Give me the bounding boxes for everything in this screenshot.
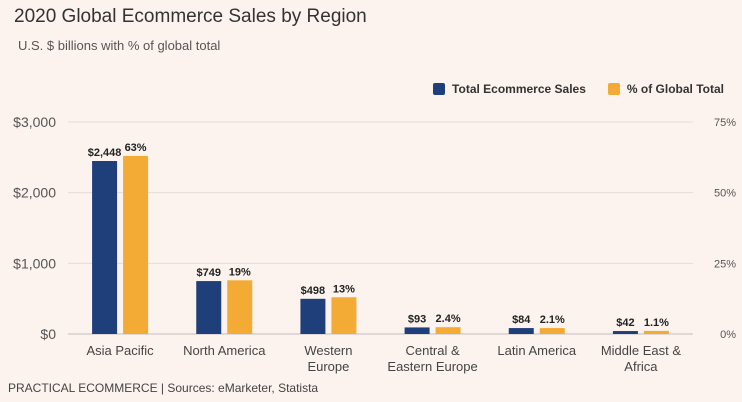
data-label-sales: $93	[408, 313, 426, 325]
x-tick-label: Latin America	[497, 343, 577, 358]
source-note: PRACTICAL ECOMMERCE | Sources: eMarketer…	[8, 381, 319, 395]
data-label-sales: $749	[197, 267, 221, 279]
x-tick-label: Africa	[624, 359, 658, 374]
bar-sales	[196, 281, 222, 334]
y-right-tick-label: 25%	[714, 258, 736, 270]
bar-share	[539, 328, 565, 334]
bar-sales	[92, 161, 118, 334]
data-label-sales: $498	[301, 285, 325, 297]
y-left-tick-label: $3,000	[13, 114, 56, 130]
data-label-sales: $42	[616, 317, 634, 329]
y-left-tick-label: $0	[40, 326, 56, 342]
x-tick-label: Central &	[405, 343, 460, 358]
x-tick-label: Eastern Europe	[387, 359, 477, 374]
bar-share	[331, 297, 357, 334]
x-tick-label: Europe	[307, 359, 349, 374]
data-label-share: 1.1%	[644, 317, 669, 329]
legend-item-sales: Total Ecommerce Sales	[433, 82, 586, 96]
y-right-tick-label: 50%	[714, 188, 736, 200]
y-left-tick-label: $1,000	[13, 255, 56, 271]
bar-sales	[300, 298, 326, 334]
x-tick-label: Western	[304, 343, 352, 358]
bar-share	[435, 327, 461, 334]
bar-share	[227, 280, 253, 334]
bar-sales	[508, 328, 534, 334]
bar-sales	[404, 327, 430, 334]
legend-label-sales: Total Ecommerce Sales	[452, 82, 586, 96]
legend-item-share: % of Global Total	[607, 82, 724, 96]
data-label-share: 2.4%	[436, 313, 461, 325]
x-tick-label: Middle East &	[601, 343, 682, 358]
bar-sales	[612, 331, 638, 334]
x-tick-label: Asia Pacific	[86, 343, 154, 358]
legend-swatch-share	[607, 83, 620, 95]
data-label-share: 2.1%	[540, 314, 565, 326]
chart-legend: Total Ecommerce Sales % of Global Total	[411, 82, 724, 96]
x-tick-label: North America	[183, 343, 266, 358]
chart-title: 2020 Global Ecommerce Sales by Region	[14, 6, 367, 27]
data-label-share: 63%	[125, 142, 147, 154]
data-label-share: 19%	[229, 266, 251, 278]
y-right-tick-label: 75%	[714, 117, 736, 129]
data-label-sales: $84	[512, 314, 531, 326]
bar-share	[643, 330, 669, 334]
y-left-tick-label: $2,000	[13, 185, 56, 201]
data-label-share: 13%	[333, 283, 355, 295]
chart-subtitle: U.S. $ billions with % of global total	[18, 38, 221, 53]
y-right-tick-label: 0%	[720, 329, 736, 341]
legend-swatch-sales	[433, 83, 446, 95]
legend-label-share: % of Global Total	[626, 82, 724, 96]
data-label-sales: $2,448	[88, 147, 122, 159]
bar-share	[123, 155, 149, 334]
